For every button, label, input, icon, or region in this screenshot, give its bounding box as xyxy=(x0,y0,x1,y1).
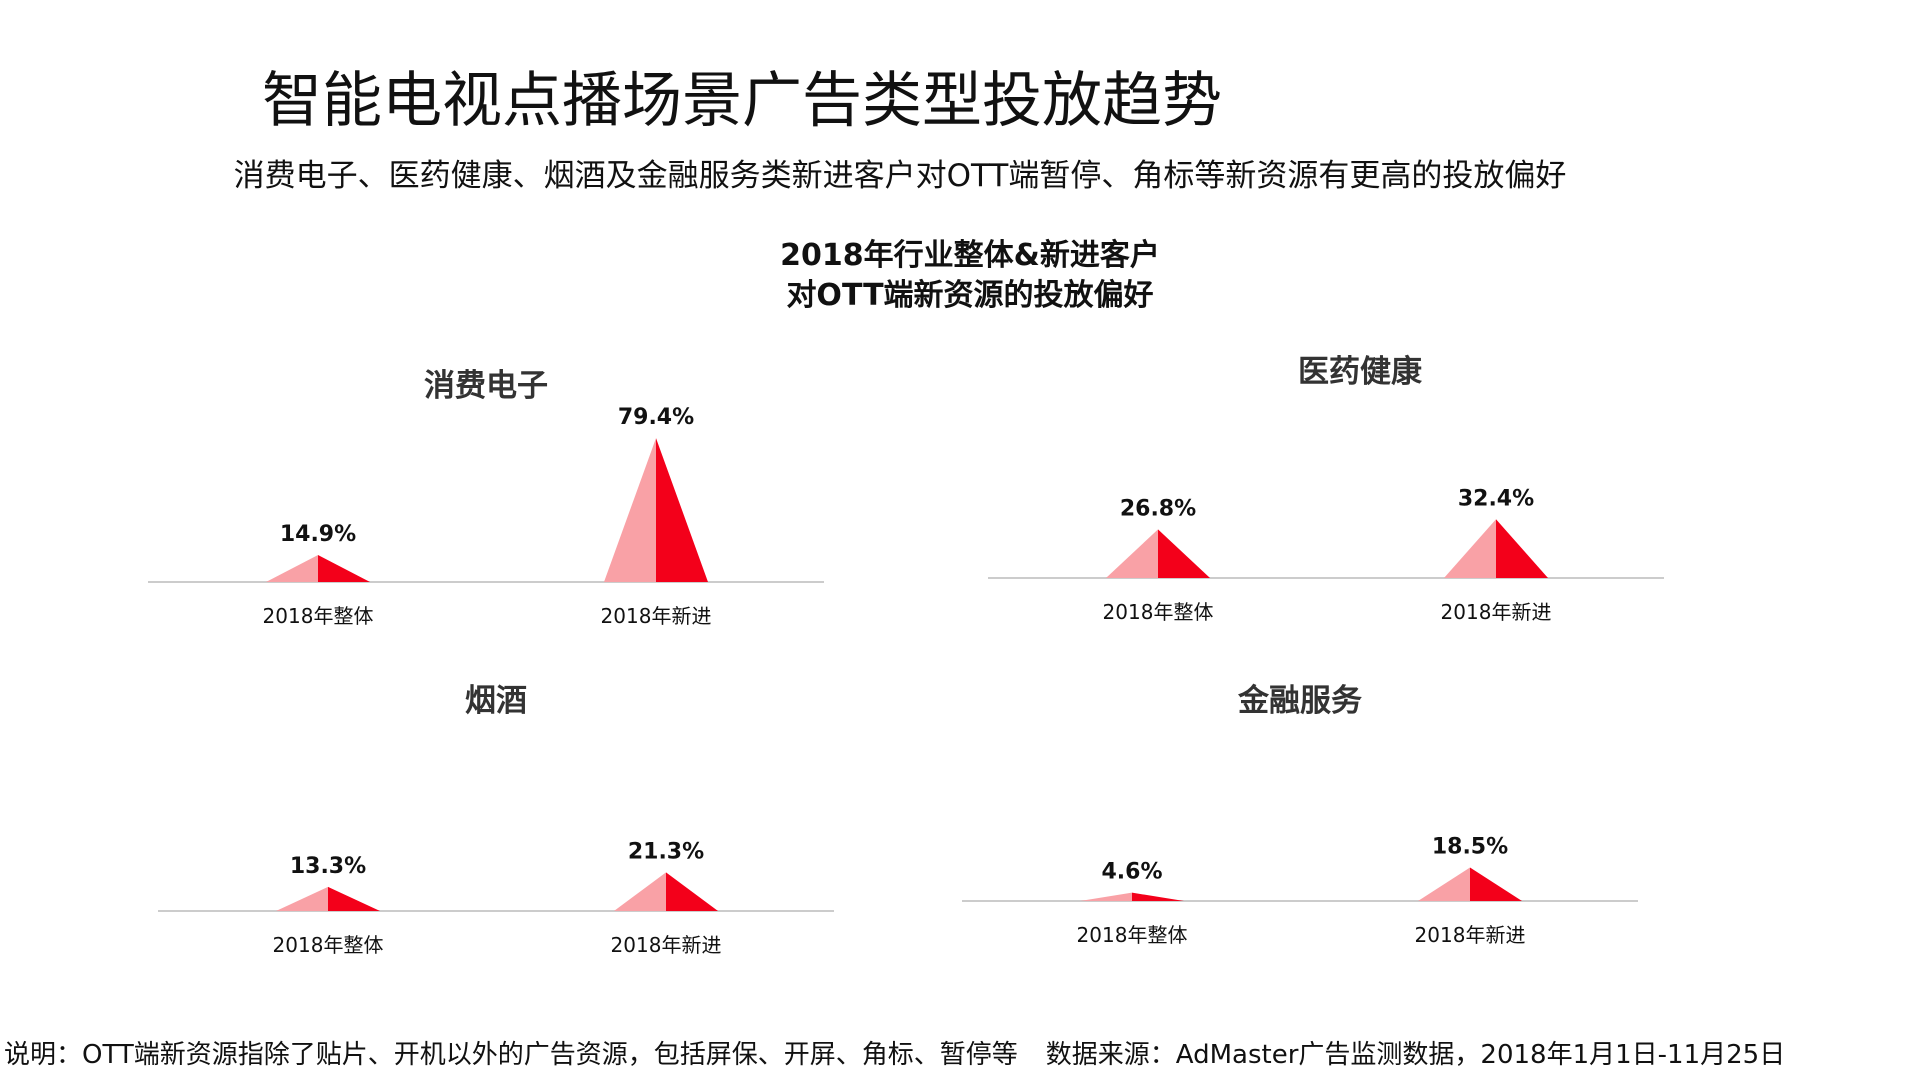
panel-title: 金融服务 xyxy=(1238,683,1362,719)
category-label: 2018年新进 xyxy=(1441,600,1552,624)
panel-title: 医药健康 xyxy=(1298,354,1422,390)
pyramid-right-face xyxy=(1470,867,1522,901)
panel-title: 消费电子 xyxy=(424,368,548,404)
page-subtitle: 消费电子、医药健康、烟酒及金融服务类新进客户对OTT端暂停、角标等新资源有更高的… xyxy=(233,158,1567,194)
data-label: 4.6% xyxy=(1101,860,1162,885)
pyramid-left-face xyxy=(604,438,656,582)
category-label: 2018年整体 xyxy=(263,604,374,628)
pyramid-chart: 4.6% 2018年整体 18.5% 2018年新进 xyxy=(962,834,1638,947)
chart-panel-pharma-health: 医药健康 26.8% 2018年整体 32.4% 2018年新进 xyxy=(988,340,1668,640)
category-label: 2018年新进 xyxy=(611,933,722,957)
category-label: 2018年整体 xyxy=(1077,923,1188,947)
chart-panel-financial-services: 金融服务 4.6% 2018年整体 18.5% 2018年新进 xyxy=(962,675,1642,975)
footnote: 说明：OTT端新资源指除了贴片、开机以外的广告资源，包括屏保、开屏、角标、暂停等… xyxy=(4,1034,1785,1071)
footnote-source: 数据来源：AdMaster广告监测数据，2018年1月1日-11月25日 xyxy=(1045,1040,1786,1070)
pyramid-chart: 14.9% 2018年整体 79.4% 2018年新进 xyxy=(148,405,824,628)
data-label: 21.3% xyxy=(628,839,704,864)
category-label: 2018年新进 xyxy=(601,604,712,628)
category-label: 2018年整体 xyxy=(273,933,384,957)
pyramid-right-face xyxy=(1496,519,1548,578)
panel-title: 烟酒 xyxy=(465,683,527,719)
pyramid-right-face xyxy=(328,886,380,911)
pyramid-left-face xyxy=(614,872,666,911)
pyramid-right-face xyxy=(1158,529,1210,578)
footnote-note: 说明：OTT端新资源指除了贴片、开机以外的广告资源，包括屏保、开屏、角标、暂停等 xyxy=(4,1040,1018,1070)
pyramid-right-face xyxy=(1132,892,1184,901)
chart-panel-consumer-electronics: 消费电子 14.9% 2018年整体 79.4% 2018年新进 xyxy=(148,350,828,650)
data-label: 18.5% xyxy=(1432,834,1508,859)
pyramid-left-face xyxy=(1080,892,1132,901)
pyramid-right-face xyxy=(318,554,370,582)
main-chart-title-line2: 对OTT端新资源的投放偏好 xyxy=(786,278,1154,313)
main-chart-title: 2018年行业整体&新进客户 对OTT端新资源的投放偏好 xyxy=(620,236,1320,316)
main-chart-title-line1: 2018年行业整体&新进客户 xyxy=(780,238,1160,273)
pyramid-left-face xyxy=(1106,529,1158,578)
data-label: 14.9% xyxy=(280,522,356,547)
data-label: 32.4% xyxy=(1458,486,1534,511)
data-label: 79.4% xyxy=(618,405,694,430)
pyramid-chart: 26.8% 2018年整体 32.4% 2018年新进 xyxy=(988,486,1664,624)
chart-panel-tobacco-alcohol: 烟酒 13.3% 2018年整体 21.3% 2018年新进 xyxy=(158,675,838,975)
pyramid-left-face xyxy=(1418,867,1470,901)
category-label: 2018年整体 xyxy=(1103,600,1214,624)
data-label: 13.3% xyxy=(290,854,366,879)
category-label: 2018年新进 xyxy=(1415,923,1526,947)
pyramid-right-face xyxy=(666,872,718,911)
pyramid-right-face xyxy=(656,438,708,582)
pyramid-left-face xyxy=(276,886,328,911)
data-label: 26.8% xyxy=(1120,496,1196,521)
page-title: 智能电视点播场景广告类型投放趋势 xyxy=(262,66,1222,136)
pyramid-left-face xyxy=(1444,519,1496,578)
pyramid-chart: 13.3% 2018年整体 21.3% 2018年新进 xyxy=(158,839,834,957)
pyramid-left-face xyxy=(266,554,318,582)
